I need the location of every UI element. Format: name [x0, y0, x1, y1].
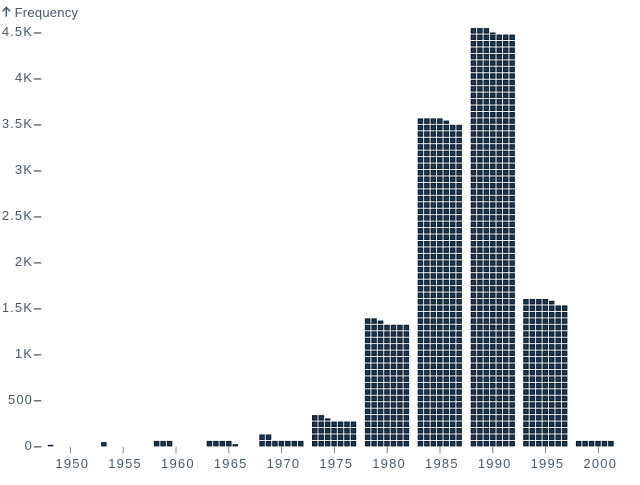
svg-text:4K: 4K	[15, 70, 33, 85]
svg-text:1965: 1965	[214, 456, 248, 471]
svg-text:3K: 3K	[15, 162, 33, 177]
svg-text:1970: 1970	[267, 456, 301, 471]
svg-text:0: 0	[25, 438, 33, 453]
svg-text:Frequency: Frequency	[15, 5, 79, 20]
svg-text:3.5K: 3.5K	[2, 116, 33, 131]
svg-text:1995: 1995	[531, 456, 565, 471]
svg-text:1955: 1955	[108, 456, 142, 471]
svg-text:1985: 1985	[425, 456, 459, 471]
svg-text:1975: 1975	[319, 456, 353, 471]
svg-text:1990: 1990	[478, 456, 512, 471]
svg-text:500: 500	[8, 392, 33, 407]
svg-text:2K: 2K	[15, 254, 33, 269]
svg-text:1980: 1980	[372, 456, 406, 471]
svg-text:2000: 2000	[583, 456, 617, 471]
svg-text:1.5K: 1.5K	[2, 300, 33, 315]
svg-text:1950: 1950	[55, 456, 89, 471]
svg-text:4.5K: 4.5K	[2, 24, 33, 39]
svg-text:1K: 1K	[15, 346, 33, 361]
svg-text:1960: 1960	[161, 456, 195, 471]
svg-text:2.5K: 2.5K	[2, 208, 33, 223]
